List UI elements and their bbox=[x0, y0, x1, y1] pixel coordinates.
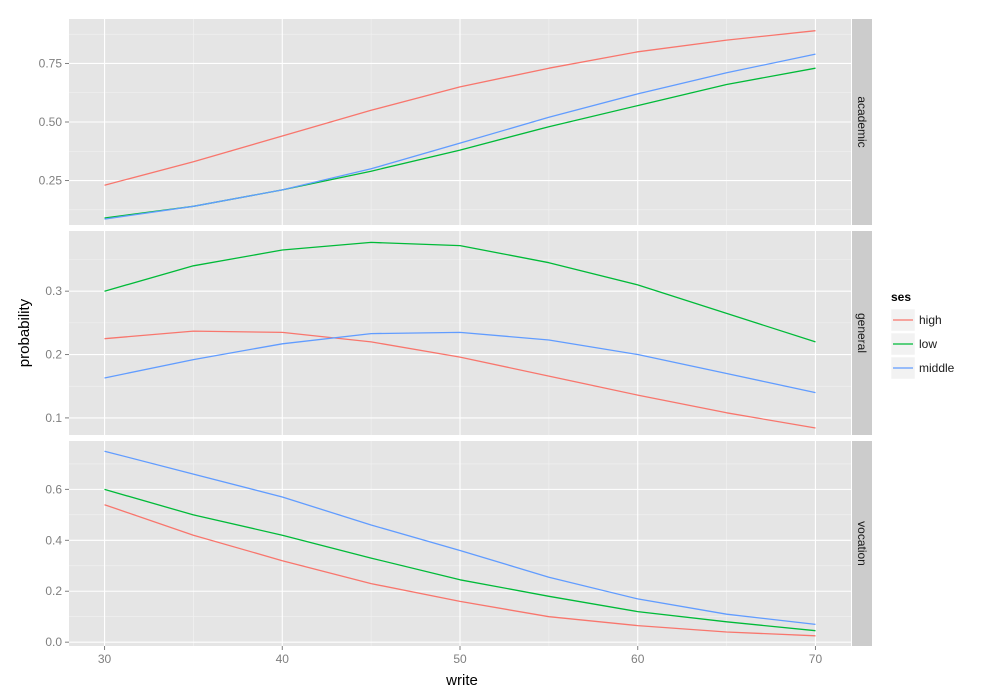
facet-strip-label: academic bbox=[855, 96, 869, 147]
x-tick-label: 50 bbox=[453, 652, 467, 666]
facet-strip-label: general bbox=[855, 313, 869, 353]
y-tick-label: 0.2 bbox=[45, 584, 62, 598]
series-line-low bbox=[104, 241, 816, 343]
facet-strip-label: vocation bbox=[855, 521, 869, 566]
x-tick-label: 40 bbox=[276, 652, 290, 666]
legend-label-low: low bbox=[919, 337, 937, 351]
x-tick-label: 70 bbox=[809, 652, 823, 666]
legend-title: ses bbox=[891, 290, 911, 304]
series-line-high bbox=[104, 30, 816, 186]
legend-label-high: high bbox=[919, 313, 942, 327]
series-line-middle bbox=[104, 331, 816, 394]
y-axis-title: probability bbox=[16, 298, 33, 367]
facet-panel-vocation: 0.0 0.2 0.4 0.6 vocation bbox=[45, 441, 872, 649]
y-tick-label: 0.3 bbox=[45, 284, 62, 298]
facet-panels: 0.250.500.75academic0.10.20.3general0.00… bbox=[39, 19, 872, 649]
y-tick-label: 0.4 bbox=[45, 533, 62, 547]
facet-panel-academic: 0.25 0.50 0.75 academic bbox=[39, 19, 872, 225]
y-tick-label: 0.2 bbox=[45, 348, 62, 362]
series-line-low bbox=[104, 488, 816, 632]
y-tick-label: 0.6 bbox=[45, 482, 62, 496]
x-tick-label: 30 bbox=[98, 652, 112, 666]
legend-label-middle: middle bbox=[919, 361, 955, 375]
facet-strip bbox=[852, 19, 872, 225]
x-axis: 30 40 50 60 70 bbox=[98, 646, 823, 666]
facet-strip bbox=[852, 441, 872, 646]
y-tick-label: 0.1 bbox=[45, 411, 62, 425]
series-line-middle bbox=[104, 450, 816, 626]
series-line-high bbox=[104, 330, 816, 429]
y-tick-label: 0.50 bbox=[39, 115, 63, 129]
y-tick-label: 0.25 bbox=[39, 174, 63, 188]
facet-panel-general: 0.1 0.2 0.3 general bbox=[45, 231, 872, 435]
series-line-middle bbox=[104, 53, 816, 220]
x-axis-title: write bbox=[445, 672, 478, 689]
series-line-high bbox=[104, 504, 816, 637]
facet-strip bbox=[852, 231, 872, 435]
y-tick-label: 0.75 bbox=[39, 56, 63, 70]
y-tick-label: 0.0 bbox=[45, 635, 62, 649]
x-tick-label: 60 bbox=[631, 652, 645, 666]
